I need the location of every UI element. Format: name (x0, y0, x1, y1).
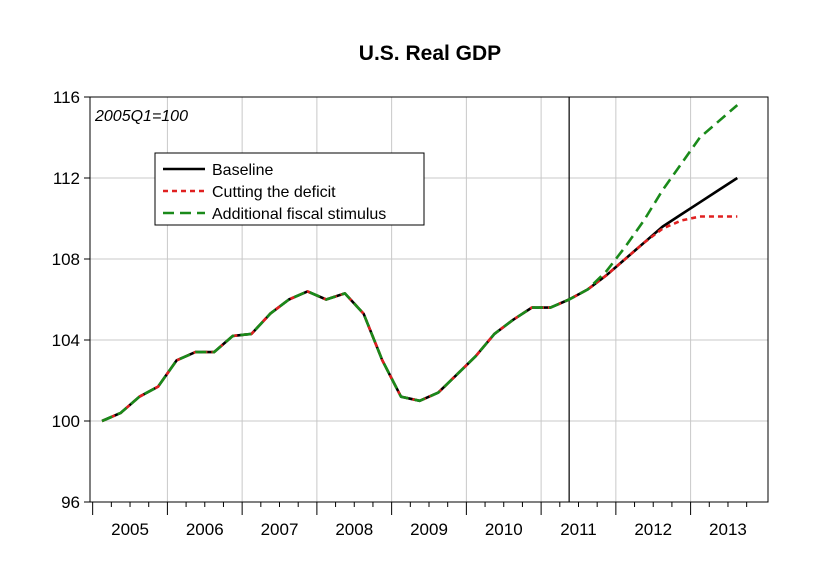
y-tick-label: 96 (61, 493, 80, 512)
x-tick-label: 2010 (485, 520, 523, 539)
y-tick-label: 104 (52, 331, 80, 350)
legend: Baseline Cutting the deficit Additional fi… (154, 152, 425, 226)
x-tick-label: 2013 (709, 520, 747, 539)
legend-label: Cutting the deficit (212, 184, 336, 201)
legend-label: Baseline (212, 162, 273, 179)
y-tick-label: 116 (53, 88, 80, 107)
index-base-annotation: 2005Q1=100 (94, 108, 188, 125)
y-tick-label: 108 (52, 250, 80, 269)
x-tick-label: 2008 (335, 520, 373, 539)
y-tick-label: 112 (53, 169, 80, 188)
legend-label: Additional fiscal stimulus (212, 206, 386, 223)
x-tick-label: 2005 (111, 520, 149, 539)
y-tick-label: 100 (52, 412, 80, 431)
x-tick-label: 2009 (410, 520, 448, 539)
chart-title: U.S. Real GDP (359, 42, 501, 65)
x-tick-label: 2007 (261, 520, 299, 539)
series-line-additional-fiscal-stimulus (101, 104, 739, 423)
series-line-cutting-the-deficit (101, 215, 738, 423)
axes: 96 100 104 108 112 116 2005 2006 2007 2008 2009 201… (52, 88, 748, 539)
x-tick-label: 2012 (634, 520, 672, 539)
x-tick-label: 2006 (186, 520, 224, 539)
x-tick-label: 2011 (560, 520, 597, 539)
series-lines (101, 104, 739, 423)
